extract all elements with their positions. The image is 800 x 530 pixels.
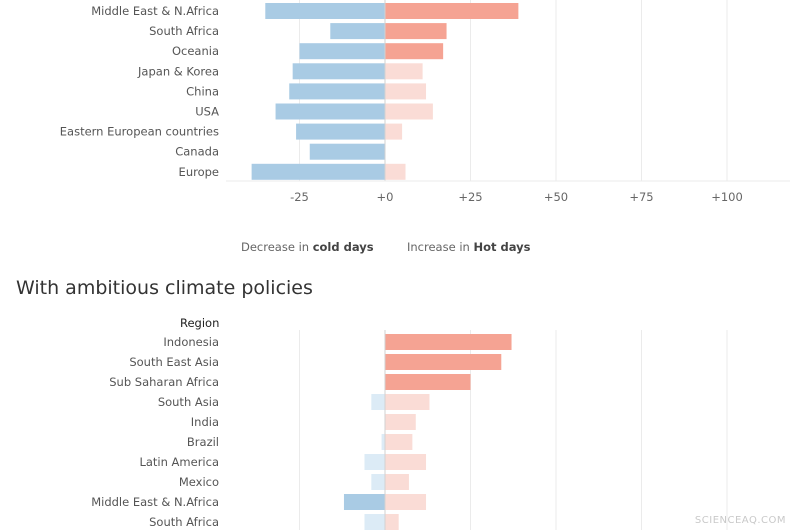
legend-cold: Decrease in cold days [241,240,374,254]
bar-cold-days [251,163,385,180]
x-tick-label: +100 [711,190,743,204]
x-tick-label: +75 [629,190,653,204]
bar-cold-days [275,103,385,120]
bar-hot-days [385,163,406,180]
bar-cold-days [309,143,385,160]
bar-hot-days [385,103,433,120]
bar-hot-days [385,63,423,80]
category-label: South Africa [149,24,219,38]
bar-cold-days [289,83,385,100]
bar-hot-days [385,434,413,450]
category-label: South Africa [149,515,219,529]
category-label: India [191,415,219,429]
category-label: Middle East & N.Africa [91,4,219,18]
bar-cold-days [364,454,385,470]
x-tick-label: +25 [458,190,482,204]
bar-hot-days [385,494,427,510]
bar-hot-days [385,474,409,490]
x-tick-label: +0 [377,190,394,204]
x-tick-label: -25 [290,190,309,204]
category-label: South Asia [158,395,219,409]
bar-hot-days [385,394,430,410]
bar-cold-days [371,474,385,490]
category-label: Mexico [179,475,219,489]
bar-cold-days [381,434,385,450]
category-label: Japan & Korea [137,64,219,78]
bar-cold-days [371,394,385,410]
bar-hot-days [385,83,427,100]
bar-cold-days [343,494,385,510]
x-tick-label: +50 [544,190,568,204]
category-label: Indonesia [163,335,219,349]
category-label: Brazil [187,435,219,449]
bar-hot-days [385,3,519,19]
bar-cold-days [292,63,385,80]
region-header: Region [180,316,220,330]
category-label: Oceania [172,44,219,58]
legend-hot: Increase in Hot days [407,240,531,254]
bar-hot-days [385,334,512,350]
bar-hot-days [385,23,447,40]
bar-hot-days [385,454,427,470]
category-label: Europe [179,165,219,179]
bar-cold-days [330,23,385,40]
category-label: Eastern European countries [60,125,219,139]
category-label: Canada [175,145,219,159]
bar-cold-days [296,123,385,140]
bar-hot-days [385,354,502,370]
bar-hot-days [385,414,416,430]
category-label: Latin America [139,455,219,469]
category-label: South East Asia [129,355,219,369]
bar-hot-days [385,43,444,60]
bar-cold-days [265,3,385,19]
bar-hot-days [385,374,471,390]
category-label: USA [195,105,219,119]
bar-cold-days [364,514,385,530]
bar-hot-days [385,123,403,140]
category-label: China [186,84,219,98]
section-title: With ambitious climate policies [16,277,313,299]
watermark: SCIENCEAQ.COM [694,515,786,526]
bar-hot-days [385,514,399,530]
bar-cold-days [299,43,385,60]
category-label: Sub Saharan Africa [109,375,219,389]
category-label: Middle East & N.Africa [91,495,219,509]
